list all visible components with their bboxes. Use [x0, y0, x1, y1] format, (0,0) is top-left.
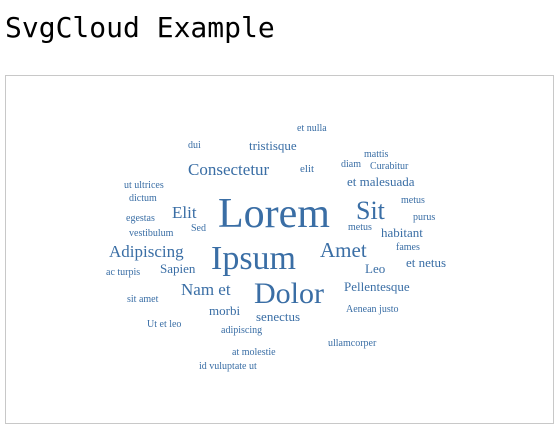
cloud-word-id-vuluptate-ut: id vuluptate ut	[199, 361, 257, 372]
cloud-word-morbi: morbi	[209, 303, 240, 318]
cloud-word-habitant: habitant	[381, 225, 423, 240]
page-title: SvgCloud Example	[5, 11, 275, 44]
cloud-word-adipiscing: adipiscing	[221, 325, 262, 336]
cloud-word-curabitur: Curabitur	[370, 161, 409, 172]
cloud-word-ut-et-leo: Ut et leo	[147, 319, 181, 330]
cloud-word-dolor: Dolor	[254, 277, 324, 310]
cloud-word-et-malesuada: et malesuada	[347, 174, 415, 189]
cloud-word-metus: metus	[348, 222, 372, 233]
cloud-word-lorem: Lorem	[218, 191, 330, 237]
cloud-word-sit: Sit	[356, 196, 386, 225]
word-cloud: et nulla dui tristisque mattis Consectetur el…	[106, 123, 446, 372]
cloud-word-mattis: mattis	[364, 149, 389, 160]
cloud-word-diam: diam	[341, 159, 361, 170]
cloud-word-ut-ultrices: ut ultrices	[124, 180, 164, 191]
cloud-word-vestibulum: vestibulum	[129, 228, 174, 239]
cloud-word-ullamcorper: ullamcorper	[328, 338, 377, 349]
cloud-word-sed: Sed	[191, 223, 206, 234]
cloud-word-metus: metus	[401, 195, 425, 206]
cloud-word-senectus: senectus	[256, 309, 300, 324]
cloud-word-leo: Leo	[365, 261, 385, 276]
cloud-word-et-nulla: et nulla	[297, 123, 327, 134]
cloud-word-tristisque: tristisque	[249, 138, 297, 153]
cloud-word-elit: elit	[300, 163, 314, 175]
cloud-word-pellentesque: Pellentesque	[344, 279, 410, 294]
cloud-word-ac-turpis: ac turpis	[106, 267, 140, 278]
cloud-word-sapien: Sapien	[160, 261, 196, 276]
cloud-word-dictum: dictum	[129, 193, 157, 204]
cloud-word-ipsum: Ipsum	[211, 240, 296, 277]
cloud-word-egestas: egestas	[126, 213, 155, 224]
cloud-word-purus: purus	[413, 212, 435, 223]
cloud-word-dui: dui	[188, 140, 201, 151]
cloud-word-amet: Amet	[320, 238, 367, 262]
cloud-word-et-netus: et netus	[406, 255, 446, 270]
cloud-word-at-molestie: at molestie	[232, 347, 276, 358]
cloud-word-aenean-justo: Aenean justo	[346, 304, 399, 315]
cloud-word-adipiscing: Adipiscing	[109, 242, 184, 261]
cloud-word-elit: Elit	[172, 203, 197, 222]
cloud-word-consectetur: Consectetur	[188, 160, 270, 179]
cloud-word-sit-amet: sit amet	[127, 294, 159, 305]
word-cloud-panel: et nulla dui tristisque mattis Consectetur el…	[5, 75, 554, 424]
cloud-word-nam-et: Nam et	[181, 280, 231, 299]
cloud-word-fames: fames	[396, 242, 420, 253]
